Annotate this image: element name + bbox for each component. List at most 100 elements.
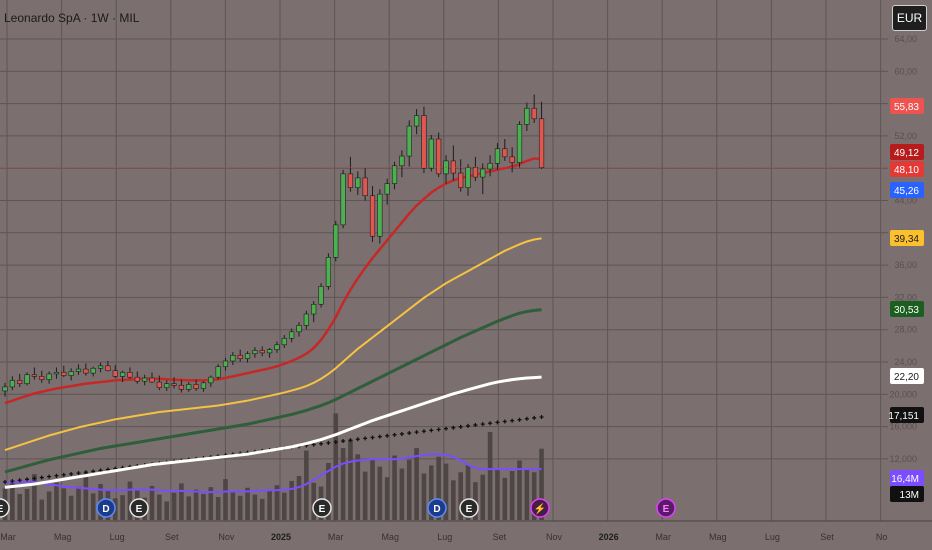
price-tag: 45,26 <box>890 182 924 198</box>
cross-marker <box>421 429 426 434</box>
volume-bar <box>245 487 250 520</box>
volume-bar <box>274 485 280 520</box>
cross-marker <box>517 417 522 422</box>
price-tag-bg <box>890 161 924 177</box>
volume-bar <box>208 487 214 520</box>
candle <box>156 381 162 389</box>
candle <box>61 372 67 376</box>
candle <box>472 167 479 178</box>
candle <box>134 376 140 382</box>
cross-marker <box>17 478 22 483</box>
x-tick-label: Mar <box>655 532 671 542</box>
volume-bar <box>32 474 37 520</box>
volume-bar <box>24 489 30 520</box>
cross-marker <box>399 431 404 436</box>
event-marker-split: ⚡ <box>530 498 550 518</box>
volume-bar <box>215 497 221 520</box>
x-tick-label: Lug <box>110 532 125 542</box>
candle <box>39 376 45 380</box>
candle <box>524 107 530 125</box>
candle <box>215 366 221 378</box>
event-label: E <box>466 504 473 515</box>
currency-button[interactable]: EUR <box>892 5 927 31</box>
price-tag-bg <box>890 368 924 384</box>
y-tick-label: 20,000 <box>889 389 917 399</box>
volume-bar <box>304 450 309 520</box>
event-marker-dividend: D <box>96 498 116 518</box>
event-label: E <box>663 504 670 515</box>
candle <box>237 355 243 359</box>
volume-bar <box>193 489 199 520</box>
candle <box>384 183 390 195</box>
cross-marker <box>392 432 397 437</box>
cross-marker <box>502 419 507 424</box>
volume-bar <box>186 496 192 520</box>
ma-green-line <box>4 308 542 474</box>
volume-bar <box>370 458 375 520</box>
candle <box>538 118 545 168</box>
cross-marker <box>385 433 390 438</box>
price-tag: 17,151 <box>888 407 924 423</box>
candle <box>296 325 302 333</box>
candle <box>112 370 118 377</box>
cross-marker <box>436 427 441 432</box>
candle <box>127 372 133 378</box>
candle <box>406 125 412 157</box>
x-tick-label: Nov <box>546 532 563 542</box>
y-tick-label: 12,000 <box>889 454 917 464</box>
candle <box>413 115 420 127</box>
cross-marker <box>326 440 331 445</box>
y-tick-label: 32,00 <box>894 292 917 302</box>
y-tick-label: 44,00 <box>894 196 917 206</box>
candle <box>399 155 405 167</box>
candle <box>75 368 82 372</box>
volume-bar <box>282 492 287 520</box>
candle <box>318 286 324 305</box>
x-tick-label: Set <box>820 532 834 542</box>
candle <box>494 148 501 164</box>
cross-marker <box>348 438 353 443</box>
candle <box>2 386 8 392</box>
volume-bar <box>509 471 515 520</box>
candle <box>303 313 309 326</box>
cross-marker <box>83 470 88 475</box>
candle <box>97 365 104 369</box>
candle <box>266 349 273 354</box>
volume-bar <box>384 477 390 520</box>
candle <box>362 177 368 197</box>
cross-marker <box>47 474 52 479</box>
cross-marker <box>458 424 463 429</box>
candle <box>230 355 236 362</box>
candle <box>171 383 177 386</box>
volume-bar <box>421 473 427 520</box>
event-circle <box>656 498 676 518</box>
candle <box>24 374 30 384</box>
price-tag-bg <box>890 230 924 246</box>
volume-bar <box>451 480 456 520</box>
event-circle <box>312 498 332 518</box>
volume-bar <box>531 472 537 520</box>
volume-bar <box>54 482 59 520</box>
volume-bar <box>171 492 177 520</box>
candle <box>333 224 339 258</box>
volume-bar <box>46 491 52 520</box>
cross-marker <box>377 434 382 439</box>
volume-ma-line <box>4 453 542 494</box>
price-tag: 16,4M <box>890 470 924 486</box>
volume-bar <box>377 466 383 520</box>
event-circle <box>129 498 149 518</box>
price-tag-label: 45,26 <box>894 186 919 197</box>
candle <box>289 331 295 339</box>
x-tick-label: Set <box>165 532 179 542</box>
volume-bar <box>149 485 155 520</box>
volume-bar <box>157 494 162 520</box>
event-marker-earnings: E <box>0 498 10 518</box>
volume-bar <box>201 493 206 520</box>
candle <box>120 372 126 377</box>
cross-marker <box>524 416 529 421</box>
cross-marker <box>466 423 471 428</box>
candle <box>193 384 199 389</box>
event-label: D <box>102 504 109 515</box>
y-tick-label: 36,00 <box>894 260 917 270</box>
